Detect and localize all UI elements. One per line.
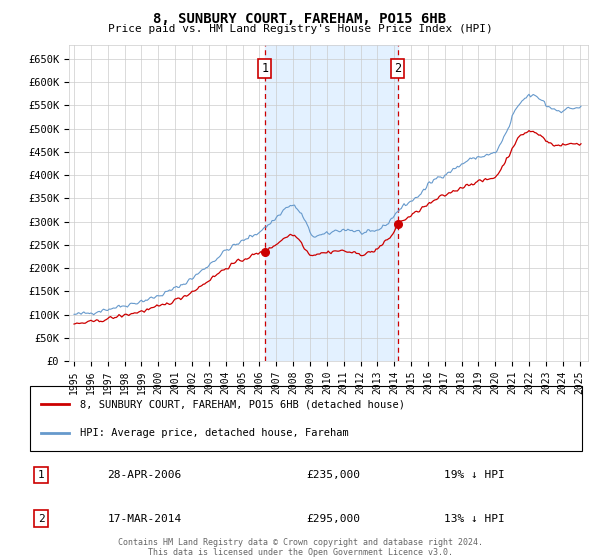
- Text: Contains HM Land Registry data © Crown copyright and database right 2024.
This d: Contains HM Land Registry data © Crown c…: [118, 538, 482, 557]
- Text: £235,000: £235,000: [306, 470, 360, 480]
- Text: 19% ↓ HPI: 19% ↓ HPI: [444, 470, 505, 480]
- Text: 1: 1: [38, 470, 44, 480]
- Bar: [265, 45, 398, 361]
- Text: 2: 2: [38, 514, 44, 524]
- Text: 28-APR-2006: 28-APR-2006: [107, 470, 182, 480]
- Text: Price paid vs. HM Land Registry's House Price Index (HPI): Price paid vs. HM Land Registry's House …: [107, 24, 493, 34]
- Text: £295,000: £295,000: [306, 514, 360, 524]
- Text: 1: 1: [261, 62, 268, 74]
- Text: 8, SUNBURY COURT, FAREHAM, PO15 6HB: 8, SUNBURY COURT, FAREHAM, PO15 6HB: [154, 12, 446, 26]
- Text: 13% ↓ HPI: 13% ↓ HPI: [444, 514, 505, 524]
- Text: HPI: Average price, detached house, Fareham: HPI: Average price, detached house, Fare…: [80, 428, 349, 438]
- Text: 2: 2: [394, 62, 401, 74]
- Text: 8, SUNBURY COURT, FAREHAM, PO15 6HB (detached house): 8, SUNBURY COURT, FAREHAM, PO15 6HB (det…: [80, 399, 404, 409]
- Text: 17-MAR-2014: 17-MAR-2014: [107, 514, 182, 524]
